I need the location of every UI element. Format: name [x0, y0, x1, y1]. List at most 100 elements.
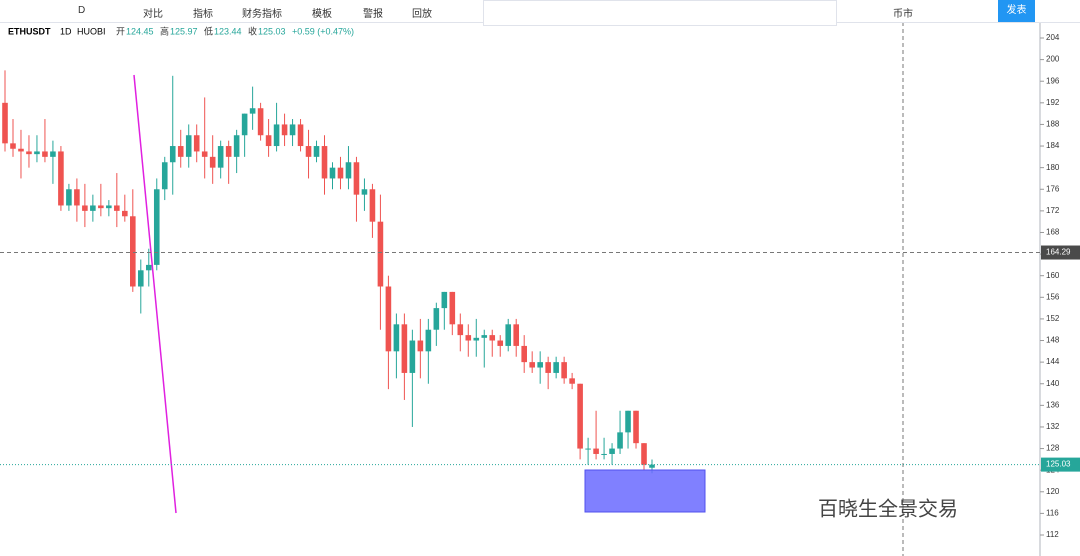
candle-body — [122, 210, 128, 217]
candle-body — [529, 362, 535, 368]
y-tick-label: 196 — [1046, 76, 1060, 85]
candle-body — [145, 264, 152, 271]
candle-body — [385, 286, 392, 352]
tool[interactable]: 模板 — [312, 9, 332, 20]
candle-body — [457, 324, 464, 336]
candle-body — [545, 362, 551, 373]
candle-body — [601, 453, 607, 455]
candle-body — [417, 340, 424, 352]
candle-body — [66, 189, 72, 206]
tool[interactable]: 警报 — [363, 9, 383, 20]
y-tick-label: 180 — [1046, 163, 1060, 172]
candle-body — [297, 124, 304, 147]
publish-button[interactable]: 发表 — [998, 0, 1035, 22]
candle-body — [425, 329, 432, 352]
y-tick-label: 144 — [1046, 357, 1060, 366]
candle-body — [433, 308, 440, 330]
candle-body — [169, 146, 176, 163]
candle-body — [26, 151, 32, 155]
candle-body — [649, 464, 655, 468]
y-tick-label: 168 — [1046, 228, 1060, 237]
candle-body — [217, 146, 224, 168]
candle-body — [249, 108, 256, 114]
candle-body — [90, 205, 96, 211]
y-tick-label: 140 — [1046, 379, 1060, 388]
tool[interactable]: 回放 — [412, 9, 432, 20]
candle-body — [473, 337, 480, 341]
candle-body — [2, 102, 8, 144]
candle-body — [313, 146, 320, 157]
candle-body — [377, 221, 384, 287]
candle-body — [449, 291, 456, 325]
y-tick-label: 204 — [1046, 33, 1060, 42]
info-value: 123.44 — [214, 26, 242, 36]
info-value: 125.03 — [258, 26, 286, 36]
candle-body — [177, 146, 184, 157]
y-tick-label: 152 — [1046, 314, 1060, 323]
candle-body — [345, 162, 352, 179]
candle-body — [585, 448, 591, 450]
candle-body — [58, 151, 64, 206]
candle-body — [641, 443, 647, 465]
candle-body — [241, 113, 248, 136]
crosshair-price: 164.29 — [1046, 248, 1071, 257]
symbol: ETHUSDT — [8, 26, 51, 36]
candle-body — [569, 378, 575, 384]
info-label: 低 — [204, 25, 213, 36]
drawing-toolbar — [483, 0, 837, 26]
candle-body — [137, 270, 144, 287]
candle-body — [18, 148, 24, 152]
candle-body — [74, 189, 80, 206]
y-tick-label: 192 — [1046, 98, 1060, 107]
candle-body — [257, 108, 264, 136]
y-tick-label: 184 — [1046, 141, 1060, 150]
candle-body — [161, 162, 168, 190]
candle-body — [497, 340, 504, 346]
candle-body — [82, 205, 88, 211]
candle-body — [321, 146, 328, 179]
change: +0.59 (+0.47%) — [292, 26, 354, 36]
y-tick-label: 120 — [1046, 487, 1060, 496]
y-tick-label: 188 — [1046, 120, 1060, 129]
tool[interactable]: 财务指标 — [242, 9, 282, 20]
y-tick-label: 112 — [1046, 530, 1059, 539]
info-label: 高 — [160, 25, 169, 36]
candle-body — [106, 205, 112, 209]
y-tick-label: 172 — [1046, 206, 1060, 215]
y-tick-label: 132 — [1046, 422, 1060, 431]
candle-body — [98, 205, 104, 209]
candle-body — [465, 335, 472, 341]
candle-body — [10, 143, 16, 149]
trend-line — [133, 74, 177, 514]
tool[interactable]: 指标 — [193, 9, 213, 20]
y-tick-label: 116 — [1046, 509, 1059, 518]
y-tick-label: 200 — [1046, 55, 1060, 64]
exchange: HUOBI — [77, 26, 106, 36]
y-tick-label: 136 — [1046, 400, 1060, 409]
candle-body — [225, 146, 232, 157]
tool[interactable]: 对比 — [143, 9, 163, 20]
candle-body — [593, 448, 599, 454]
crosshair-tag — [1041, 245, 1080, 260]
last-price-tag — [1041, 457, 1080, 472]
info-label: 开 — [116, 26, 125, 36]
candle-body — [577, 383, 583, 449]
info-label: 收 — [248, 25, 257, 36]
candle-body — [193, 135, 200, 152]
candle-body — [114, 205, 120, 211]
candle-body — [209, 156, 216, 168]
candle-body — [633, 410, 639, 444]
top-toolbar: D 对比 指标 财务指标 模板 警报 回放 币市 发表 — [0, 0, 1080, 26]
rectangle-drawing — [584, 469, 706, 513]
currency[interactable]: 币市 — [893, 9, 913, 20]
candle-body — [489, 335, 496, 341]
y-tick-label: 128 — [1046, 444, 1060, 453]
candle-body — [185, 135, 192, 157]
interval[interactable]: D — [78, 5, 86, 16]
info-value: 124.45 — [126, 26, 154, 36]
candle-body — [42, 151, 48, 157]
candle-body — [281, 124, 288, 136]
candle-body — [481, 335, 488, 338]
candle-body — [50, 151, 56, 157]
